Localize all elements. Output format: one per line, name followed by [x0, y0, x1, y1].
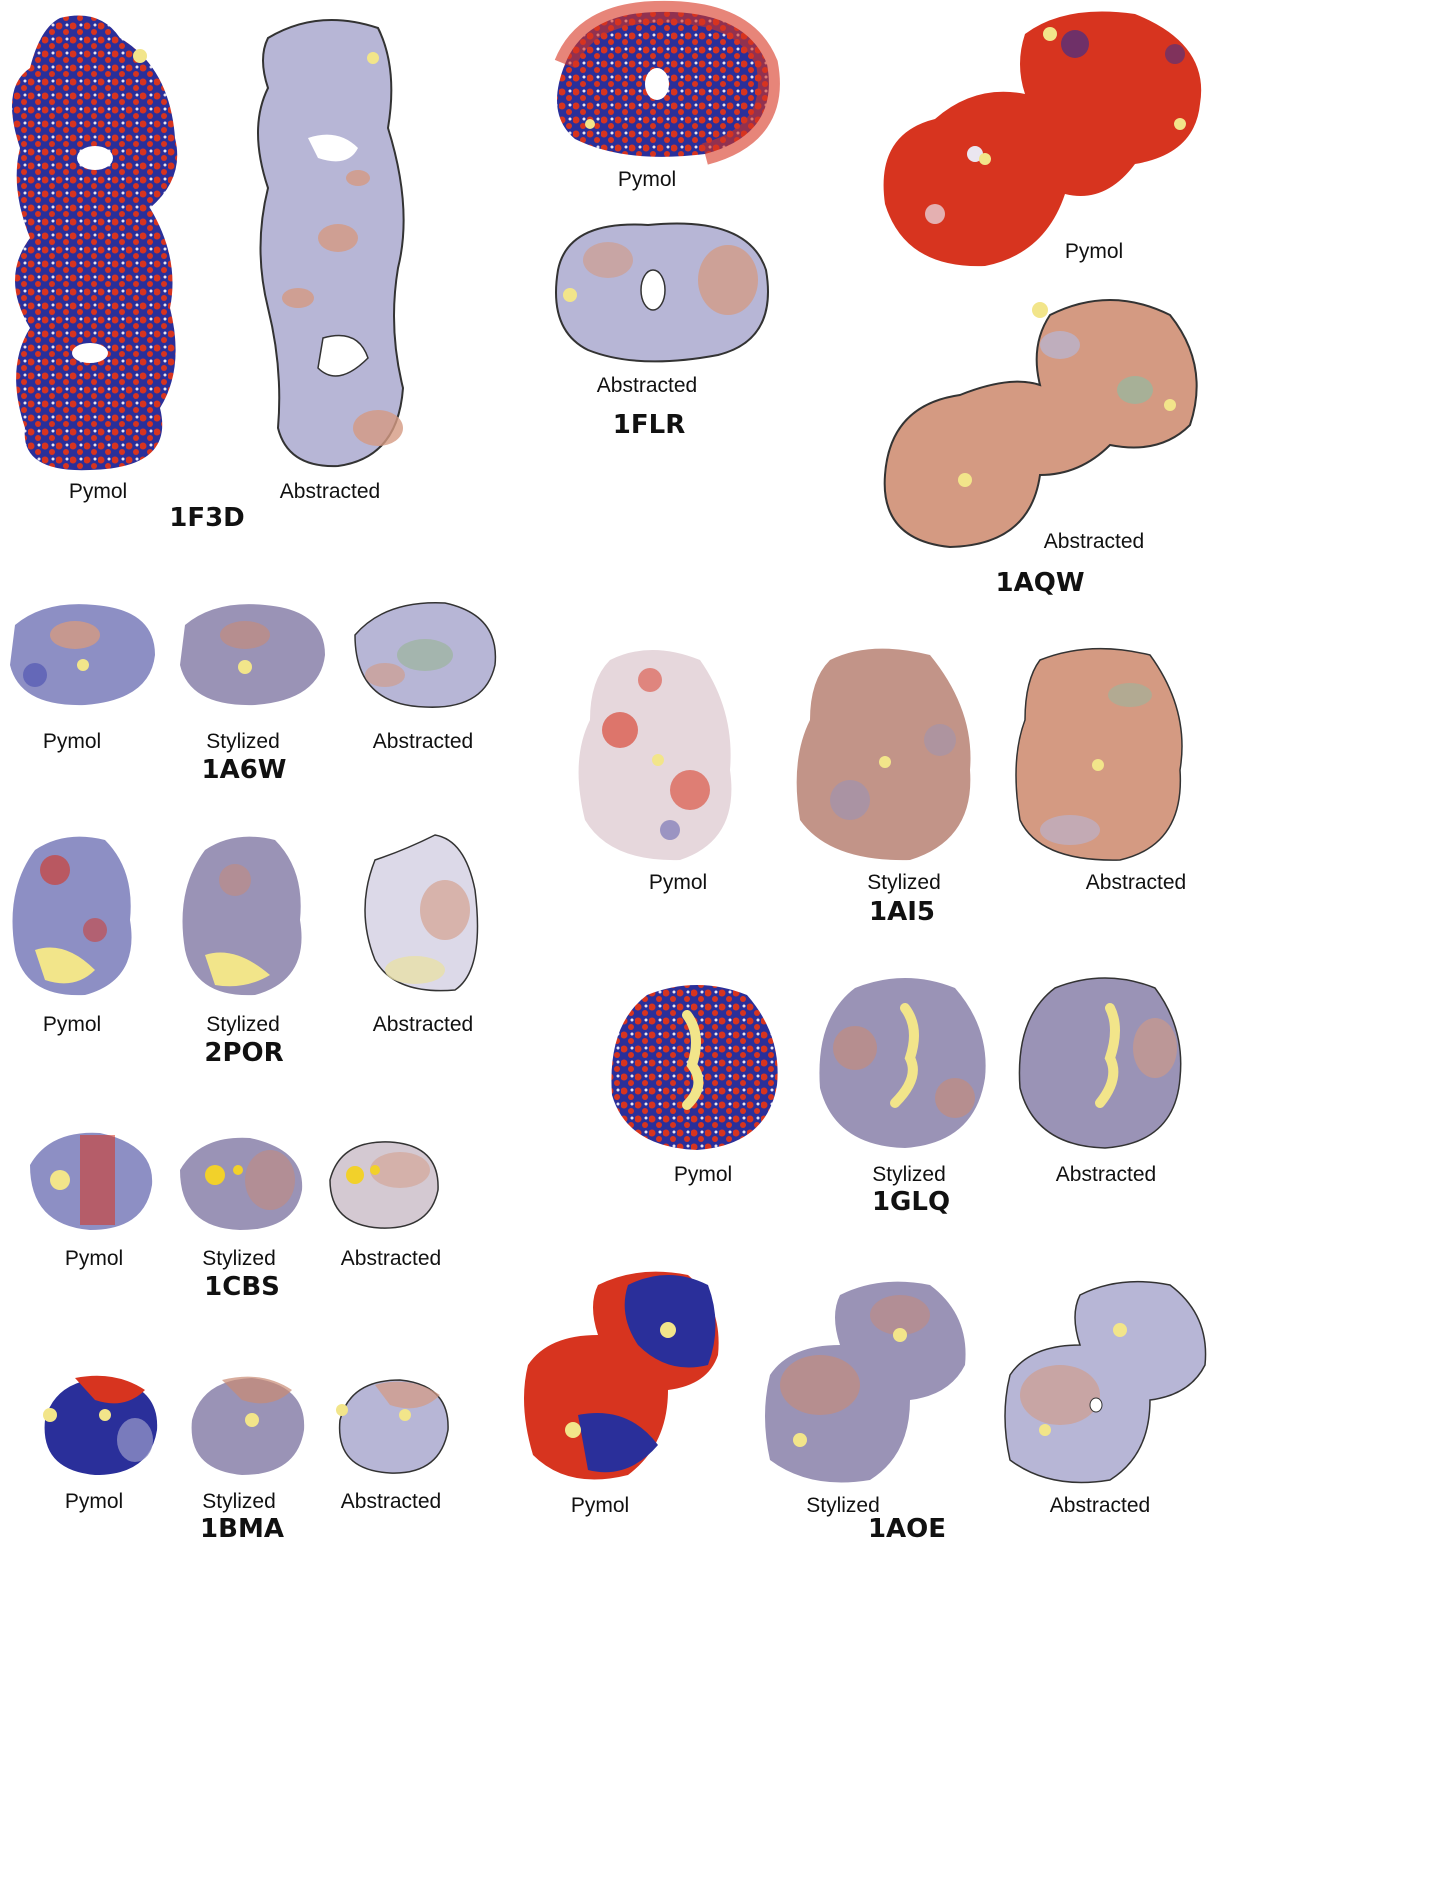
label-pymol-1glq: Pymol — [673, 1163, 733, 1186]
abstracted-render-1glq — [1018, 977, 1182, 1149]
abstracted-render-1aoe — [1004, 1280, 1207, 1484]
label-stylized-1aoe: Stylized — [806, 1494, 880, 1517]
label-pymol-1flr: Pymol — [617, 168, 677, 191]
protein-code-1aoe: 1AOE — [867, 1514, 947, 1544]
protein-code-1f3d: 1F3D — [169, 503, 245, 533]
protein-code-1glq: 1GLQ — [871, 1187, 951, 1217]
protein-code-1flr: 1FLR — [612, 410, 686, 440]
label-stylized-1ai5: Stylized — [867, 871, 941, 894]
label-pymol-1cbs: Pymol — [64, 1247, 124, 1270]
pymol-render-1bma — [43, 1375, 158, 1475]
label-abstracted-1bma: Abstracted — [340, 1490, 442, 1513]
label-pymol-1ai5: Pymol — [648, 871, 708, 894]
abstracted-render-1bma — [336, 1379, 449, 1474]
stylized-render-1aoe — [765, 1281, 966, 1483]
label-pymol-1aqw: Pymol — [1064, 240, 1124, 263]
label-abstracted-1aoe: Abstracted — [1049, 1494, 1151, 1517]
protein-code-1aqw: 1AQW — [995, 568, 1085, 598]
label-abstracted-1cbs: Abstracted — [340, 1247, 442, 1270]
protein-code-1a6w: 1A6W — [201, 755, 287, 785]
pymol-render-1aoe — [524, 1271, 719, 1480]
label-stylized-1glq: Stylized — [872, 1163, 946, 1186]
label-pymol-1aoe: Pymol — [570, 1494, 630, 1517]
protein-code-1ai5: 1AI5 — [869, 897, 935, 927]
label-stylized-1a6w: Stylized — [206, 730, 280, 753]
pymol-render-1a6w — [10, 604, 155, 706]
abstracted-render-1cbs — [329, 1141, 439, 1229]
label-pymol-2por: Pymol — [42, 1013, 102, 1036]
label-abstracted-1glq: Abstracted — [1055, 1163, 1157, 1186]
stylized-render-1bma — [191, 1376, 305, 1475]
stylized-render-1ai5 — [796, 648, 971, 861]
label-stylized-1cbs: Stylized — [202, 1247, 276, 1270]
protein-code-1bma: 1BMA — [200, 1514, 284, 1544]
label-abstracted-1flr: Abstracted — [596, 374, 698, 397]
abstracted-render-1aqw — [883, 299, 1198, 549]
stylized-render-1a6w — [180, 604, 325, 706]
abstracted-render-1a6w — [354, 602, 497, 708]
label-pymol-1bma: Pymol — [64, 1490, 124, 1513]
label-abstracted-1f3d: Abstracted — [279, 480, 381, 503]
abstracted-render-1ai5 — [1015, 647, 1183, 861]
protein-code-2por: 2POR — [204, 1038, 284, 1068]
pymol-render-1ai5 — [578, 650, 732, 861]
stylized-render-1cbs — [180, 1137, 303, 1230]
label-abstracted-1ai5: Abstracted — [1085, 871, 1187, 894]
pymol-render-1f3d — [12, 15, 178, 471]
stylized-render-1glq — [819, 978, 986, 1148]
pymol-render-1aqw — [883, 11, 1202, 267]
pymol-render-1flr — [554, 0, 780, 165]
label-pymol-1a6w: Pymol — [42, 730, 102, 753]
pymol-render-1glq — [611, 985, 778, 1150]
abstracted-render-1f3d — [257, 19, 405, 468]
pymol-render-2por — [12, 836, 132, 996]
label-abstracted-1aqw: Abstracted — [1043, 530, 1145, 553]
pymol-render-1cbs — [30, 1132, 153, 1230]
label-pymol-1f3d: Pymol — [68, 480, 128, 503]
stylized-render-2por — [182, 836, 302, 996]
abstracted-render-1flr — [555, 222, 769, 363]
label-stylized-1bma: Stylized — [202, 1490, 276, 1513]
label-abstracted-2por: Abstracted — [372, 1013, 474, 1036]
label-abstracted-1a6w: Abstracted — [372, 730, 474, 753]
protein-code-1cbs: 1CBS — [204, 1272, 280, 1302]
abstracted-render-2por — [364, 834, 479, 992]
label-stylized-2por: Stylized — [206, 1013, 280, 1036]
